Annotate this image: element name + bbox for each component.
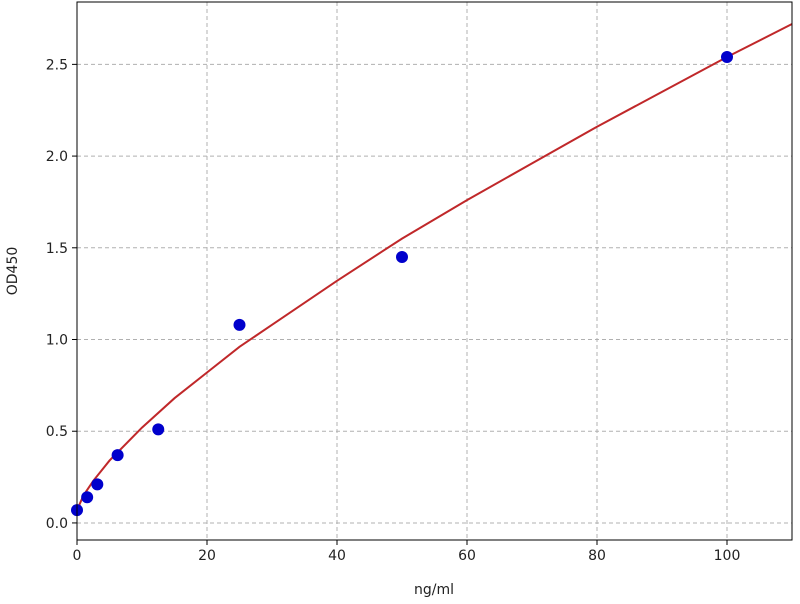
data-point bbox=[396, 250, 408, 263]
data-point bbox=[111, 449, 124, 462]
ticks: 0 20 40 60 80 100 0.0 0.5 1.0 1.5 2.0 2.5 bbox=[46, 57, 741, 564]
data-point bbox=[233, 318, 246, 331]
fit-curve-layer bbox=[76, 23, 793, 511]
x-axis-label: ng/ml bbox=[414, 582, 454, 598]
data-point bbox=[91, 478, 104, 491]
data-point bbox=[81, 491, 94, 504]
fit-curve bbox=[76, 23, 793, 511]
y-tick-label: 2.5 bbox=[46, 57, 68, 73]
grid bbox=[76, 2, 792, 540]
data-point bbox=[152, 423, 165, 436]
x-tick-label: 20 bbox=[198, 548, 216, 564]
x-tick-label: 0 bbox=[73, 548, 82, 564]
x-tick-label: 100 bbox=[714, 548, 741, 564]
y-tick-label: 0.0 bbox=[46, 516, 68, 532]
y-axis-label: OD450 bbox=[5, 247, 21, 296]
y-tick-label: 1.5 bbox=[46, 241, 68, 257]
data-point bbox=[721, 51, 733, 64]
y-tick-label: 2.0 bbox=[46, 149, 68, 165]
x-tick-label: 60 bbox=[458, 548, 476, 564]
y-tick-label: 0.5 bbox=[46, 424, 68, 440]
x-tick-label: 80 bbox=[588, 548, 606, 564]
x-tick-label: 40 bbox=[328, 548, 346, 564]
y-tick-label: 1.0 bbox=[46, 333, 68, 349]
plot-frame bbox=[76, 1, 793, 541]
data-points-layer bbox=[71, 51, 733, 517]
